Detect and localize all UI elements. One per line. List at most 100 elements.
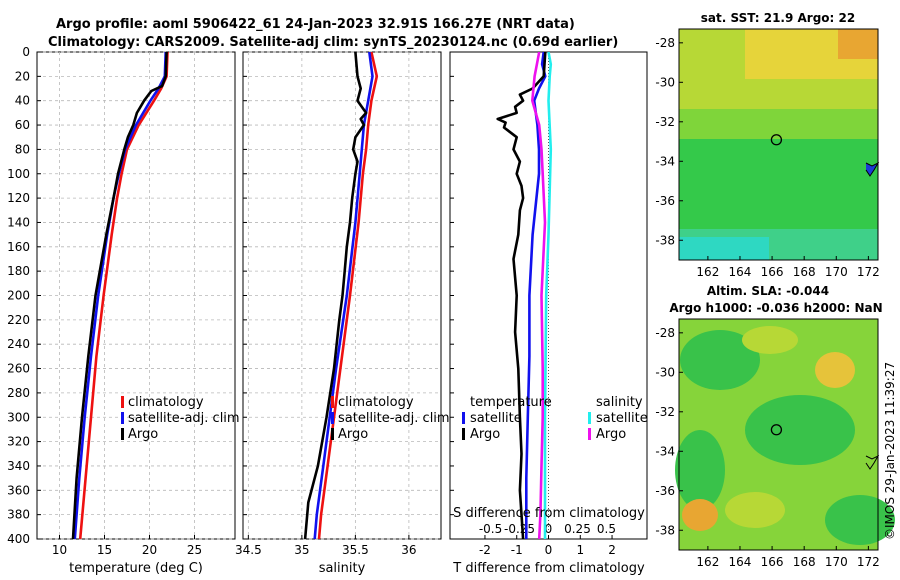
temperature-x-ticks: 10 15 20 25 xyxy=(52,535,202,557)
sst-map-transition xyxy=(679,109,878,139)
figure-title-line1: Argo profile: aoml 5906422_61 24-Jan-202… xyxy=(56,17,575,32)
legend-swatch-climatology xyxy=(121,396,124,408)
salinity-axis-label: salinity xyxy=(319,561,366,576)
legend-label-satellite-adj: satellite-adj. clim xyxy=(128,411,240,426)
sst-map-float-marker xyxy=(770,134,783,146)
lat-tick-label: -30 xyxy=(655,75,675,89)
legend-label-t-argo: Argo xyxy=(470,427,500,442)
series-line-salinity-satellite xyxy=(543,52,553,539)
sla-map-title-line2: Argo h1000: -0.036 h2000: NaN xyxy=(669,301,882,315)
sla-map-blob xyxy=(682,499,718,531)
legend-swatch-climatology xyxy=(331,396,334,408)
sst-map-frame xyxy=(678,28,879,261)
x-tick-label: -2 xyxy=(479,543,491,557)
s-diff-tick-label: 0.25 xyxy=(564,522,591,536)
series-line-satellite-adj-clim xyxy=(313,52,374,539)
series-line-temperature-argo xyxy=(496,52,547,539)
lon-tick-label: 162 xyxy=(696,265,719,279)
x-tick-label: -1 xyxy=(511,543,523,557)
lat-tick-label: -38 xyxy=(655,233,675,247)
sst-map-cool-band xyxy=(679,139,878,229)
lat-tick-label: -38 xyxy=(655,523,675,537)
depth-tick-label: 20 xyxy=(15,69,30,83)
lon-tick-label: 168 xyxy=(793,265,816,279)
sla-map-title-line1: Altim. SLA: -0.044 xyxy=(707,284,829,298)
legend-label-climatology: climatology xyxy=(128,395,204,410)
x-tick-label: 35 xyxy=(294,543,309,557)
lon-tick-label: 168 xyxy=(793,555,816,569)
salinity-legend: climatology satellite-adj. clim Argo xyxy=(331,395,450,442)
salinity-series xyxy=(303,52,379,539)
legend-heading-salinity: salinity xyxy=(596,395,643,410)
lat-tick-label: -36 xyxy=(655,484,675,498)
lat-tick-label: -34 xyxy=(655,444,675,458)
depth-tick-label: 260 xyxy=(7,362,30,376)
lat-tick-label: -32 xyxy=(655,115,675,129)
lon-tick-label: 166 xyxy=(761,555,784,569)
depth-tick-label: 180 xyxy=(7,264,30,278)
depth-tick-label: 400 xyxy=(7,532,30,546)
depth-tick-label: 240 xyxy=(7,337,30,351)
sla-map-blob xyxy=(725,492,785,528)
salinity-grid xyxy=(243,51,441,540)
depth-tick-label: 100 xyxy=(7,167,30,181)
lon-tick-label: 172 xyxy=(857,555,880,569)
legend-label-satellite-adj: satellite-adj. clim xyxy=(338,411,450,426)
lon-tick-label: 164 xyxy=(729,555,752,569)
sla-map-float-marker xyxy=(770,424,783,436)
temperature-legend: climatology satellite-adj. clim Argo xyxy=(121,395,240,442)
t-difference-axis-label: T difference from climatology xyxy=(452,561,645,576)
lon-tick-label: 172 xyxy=(857,265,880,279)
depth-tick-label: 200 xyxy=(7,289,30,303)
legend-heading-temperature: temperature xyxy=(470,395,552,410)
x-tick-label: 36 xyxy=(401,543,416,557)
x-tick-label: 15 xyxy=(97,543,112,557)
lon-tick-label: 164 xyxy=(729,265,752,279)
salinity-x-ticks: 34.5 35 35.5 36 xyxy=(235,535,417,557)
depth-tick-label: 120 xyxy=(7,191,30,205)
legend-label-climatology: climatology xyxy=(338,395,414,410)
sst-map-cold-patch xyxy=(679,237,769,260)
legend-swatch-satellite-adj xyxy=(331,412,334,424)
depth-tick-label: 340 xyxy=(7,459,30,473)
legend-swatch-s-argo xyxy=(588,428,591,440)
legend-label-argo: Argo xyxy=(338,427,368,442)
depth-tick-label: 60 xyxy=(15,118,30,132)
sla-map-blob xyxy=(680,330,760,390)
sst-map-title: sat. SST: 21.9 Argo: 22 xyxy=(701,11,855,25)
depth-tick-label: 160 xyxy=(7,240,30,254)
depth-tick-labels: 0 20 40 60 80 100 120 140 160 180 200 220 240 260 280 3… xyxy=(7,45,30,546)
series-line-salinity-argo xyxy=(530,52,547,539)
x-tick-label: 25 xyxy=(187,543,202,557)
sst-map: 162 164 166 168 170 172 -28 -30 -32 -34 -36 -38 xyxy=(655,28,880,279)
sla-map-blob xyxy=(745,395,855,465)
x-tick-label: 20 xyxy=(142,543,157,557)
lat-tick-label: -36 xyxy=(655,194,675,208)
depth-tick-label: 80 xyxy=(15,142,30,156)
difference-zero-line xyxy=(450,51,549,540)
series-line-temperature-satellite xyxy=(524,52,547,539)
depth-tick-label: 0 xyxy=(22,45,30,59)
sst-map-coastline xyxy=(865,161,880,177)
legend-label-s-satellite: satellite xyxy=(596,411,648,426)
imos-timestamp: ©IMOS 29-Jan-2023 11:39:27 xyxy=(883,362,897,540)
x-tick-label: 35.5 xyxy=(342,543,369,557)
t-difference-x-ticks: -2 -1 0 1 2 xyxy=(479,535,616,557)
x-tick-label: 2 xyxy=(608,543,616,557)
temperature-axis-label: temperature (deg C) xyxy=(69,561,203,576)
s-diff-tick-label: -0.25 xyxy=(504,522,535,536)
x-tick-label: 34.5 xyxy=(235,543,262,557)
x-tick-label: 0 xyxy=(545,543,553,557)
lon-tick-label: 170 xyxy=(825,265,848,279)
figure-title-line2: Climatology: CARS2009. Satellite-adj cli… xyxy=(48,35,618,50)
s-difference-axis-label: S difference from climatology xyxy=(453,506,645,521)
difference-series xyxy=(496,52,553,539)
legend-label-t-satellite: satellite xyxy=(470,411,522,426)
depth-tick-label: 280 xyxy=(7,386,30,400)
depth-tick-label: 300 xyxy=(7,410,30,424)
series-line-climatology xyxy=(317,52,379,539)
series-line-climatology xyxy=(78,52,169,539)
lat-tick-label: -30 xyxy=(655,365,675,379)
s-diff-tick-label: 0 xyxy=(545,522,553,536)
